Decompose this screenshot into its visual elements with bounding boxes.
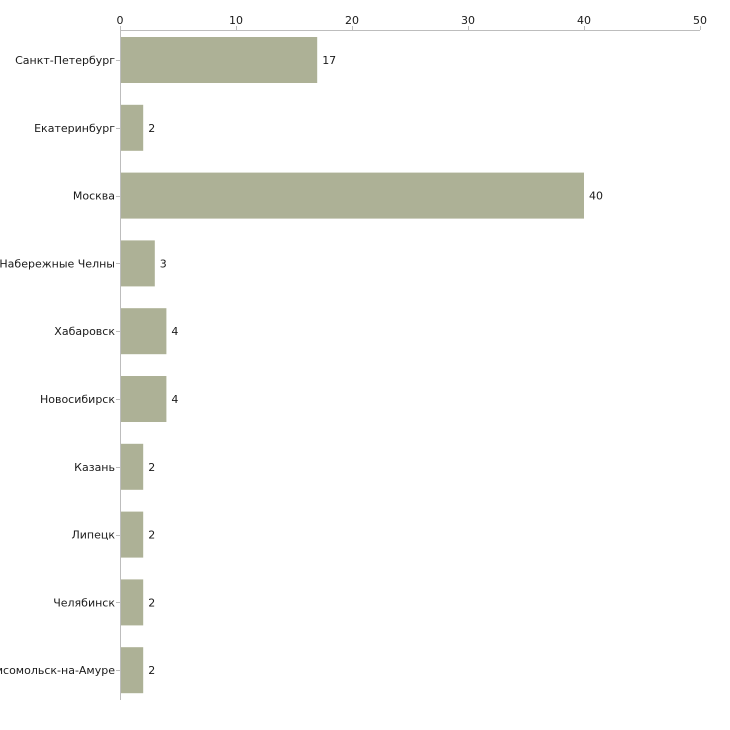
category-label-7: Липецк (71, 529, 115, 542)
value-labels: 17 2 40 3 4 4 2 2 2 2 (148, 54, 603, 677)
value-label-5: 4 (171, 393, 178, 406)
bars (121, 37, 584, 694)
category-labels: Санкт-Петербург Екатеринбург Москва Набереж… (0, 54, 120, 677)
bar-0 (121, 37, 318, 83)
category-label-1: Екатеринбург (34, 122, 115, 135)
category-label-6: Казань (74, 461, 115, 474)
category-label-0: Санкт-Петербург (15, 54, 115, 67)
x-tick-label-1: 10 (229, 14, 243, 27)
value-label-8: 2 (148, 596, 155, 609)
value-label-3: 3 (160, 257, 167, 270)
bar-6 (121, 443, 144, 490)
x-tick-label-3: 30 (461, 14, 475, 27)
bar-7 (121, 511, 144, 558)
bar-9 (121, 647, 144, 694)
category-label-5: Новосибирск (40, 393, 115, 406)
x-tick-label-0: 0 (117, 14, 124, 27)
category-label-2: Москва (73, 190, 115, 203)
bar-4 (121, 308, 167, 355)
x-tick-label-5: 50 (693, 14, 707, 27)
x-tick-label-2: 20 (345, 14, 359, 27)
bar-1 (121, 104, 144, 151)
value-label-9: 2 (148, 664, 155, 677)
value-label-4: 4 (171, 325, 178, 338)
x-tick-label-4: 40 (577, 14, 591, 27)
category-label-3: Набережные Челны (0, 257, 115, 270)
bar-3 (121, 240, 155, 287)
bar-8 (121, 579, 144, 626)
value-label-6: 2 (148, 461, 155, 474)
bar-2 (121, 172, 584, 219)
category-label-4: Хабаровск (54, 325, 115, 338)
bar-5 (121, 376, 167, 422)
category-label-8: Челябинск (53, 596, 115, 609)
value-label-0: 17 (322, 54, 336, 67)
x-axis-ticks: 0 10 20 30 40 50 (117, 14, 707, 30)
category-label-9: Комсомольск-на-Амуре (0, 664, 115, 677)
value-label-1: 2 (148, 122, 155, 135)
value-label-7: 2 (148, 529, 155, 542)
value-label-2: 40 (589, 190, 603, 203)
